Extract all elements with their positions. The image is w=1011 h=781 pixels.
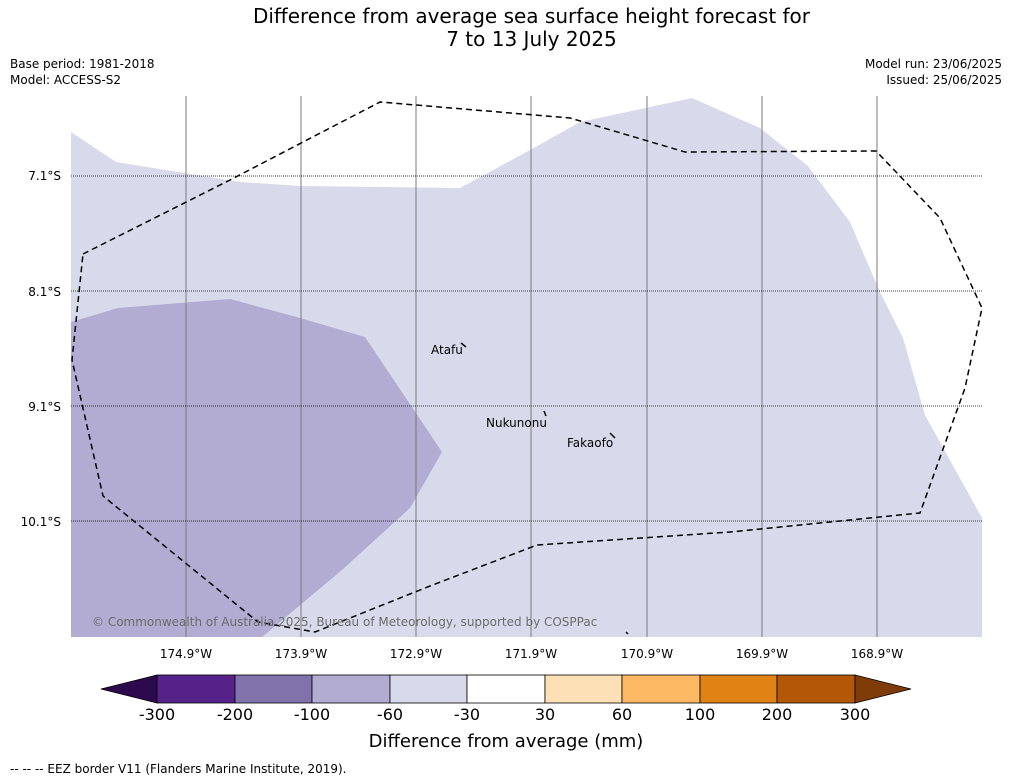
colorbar-tick-label: -100	[294, 705, 330, 724]
eez-legend-note: -- -- -- EEZ border V11 (Flanders Marine…	[10, 762, 347, 776]
colorbar	[100, 674, 912, 704]
colorbar-tick-label: 100	[685, 705, 716, 724]
colorbar-tick-label: 200	[762, 705, 793, 724]
copyright-text: © Commonwealth of Australia 2025, Bureau…	[92, 615, 597, 629]
model-run-text: Model run: 23/06/2025	[864, 57, 1002, 71]
place-label-atafu: Atafu	[431, 343, 463, 357]
colorbar-tick-label: -60	[377, 705, 403, 724]
lat-label: 10.1°S	[21, 515, 61, 529]
lon-label: 174.9°W	[160, 647, 212, 661]
colorbar-segment	[699, 674, 778, 704]
fakaofo-island-mark	[609, 432, 616, 439]
lat-label: 8.1°S	[28, 285, 61, 299]
lon-label: 169.9°W	[736, 647, 788, 661]
lat-label: 9.1°S	[28, 400, 61, 414]
colorbar-extend-max	[854, 674, 912, 704]
colorbar-segment	[776, 674, 856, 704]
lon-label: 171.9°W	[505, 647, 557, 661]
eez-border	[71, 101, 983, 633]
colorbar-segment	[234, 674, 313, 704]
colorbar-tick-label: 60	[612, 705, 632, 724]
base-period-text: Base period: 1981-2018	[10, 57, 155, 71]
issued-text: Issued: 25/06/2025	[886, 73, 1002, 87]
lon-label: 170.9°W	[621, 647, 673, 661]
anomaly-area-medium	[71, 299, 442, 637]
colorbar-title: Difference from average (mm)	[369, 731, 644, 752]
atafu-island-mark	[460, 342, 467, 348]
place-label-nukunonu: Nukunonu	[486, 416, 547, 430]
colorbar-tick-label: 30	[535, 705, 555, 724]
colorbar-tick-label: -200	[217, 705, 253, 724]
nukunonu-island-mark	[543, 410, 547, 417]
colorbar-tick-label: -300	[139, 705, 175, 724]
title-line-2: 7 to 13 July 2025	[446, 27, 617, 51]
lon-label: 173.9°W	[275, 647, 327, 661]
small-island-mark	[625, 631, 629, 635]
meta-left: Base period: 1981-2018 Model: ACCESS-S2	[10, 56, 155, 88]
colorbar-segment	[311, 674, 391, 704]
colorbar-segment	[389, 674, 468, 704]
lat-label: 7.1°S	[28, 169, 61, 183]
meta-right: Model run: 23/06/2025 Issued: 25/06/2025	[865, 56, 1002, 88]
colorbar-segment	[156, 674, 236, 704]
map-title: Difference from average sea surface heig…	[0, 5, 1011, 51]
colorbar-segment	[466, 674, 546, 704]
lon-label: 172.9°W	[390, 647, 442, 661]
model-text: Model: ACCESS-S2	[10, 73, 122, 87]
title-line-1: Difference from average sea surface heig…	[252, 4, 811, 28]
colorbar-segment	[544, 674, 623, 704]
colorbar-segment	[621, 674, 701, 704]
place-label-fakaofo: Fakaofo	[567, 436, 613, 450]
lon-label: 168.9°W	[851, 647, 903, 661]
colorbar-tick-label: -30	[454, 705, 480, 724]
colorbar-extend-min	[100, 674, 158, 704]
colorbar-tick-label: 300	[840, 705, 871, 724]
